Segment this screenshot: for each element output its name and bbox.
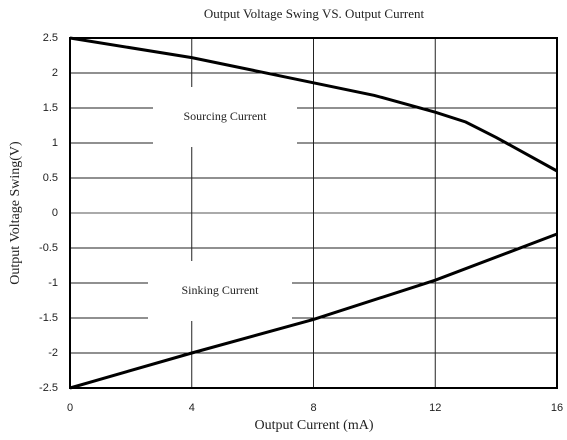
y-tick-label: 0.5 (43, 172, 58, 184)
x-tick-label: 0 (67, 402, 73, 414)
annotation-background (153, 87, 297, 147)
y-tick-label: 2.5 (43, 32, 58, 44)
y-axis-label: Output Voltage Swing(V) (8, 141, 23, 285)
y-tick-label: 0 (52, 207, 58, 219)
x-axis-label: Output Current (mA) (255, 418, 374, 433)
plot-border (69, 37, 558, 389)
x-tick-label: 8 (310, 402, 316, 414)
x-tick-label: 4 (189, 402, 195, 414)
y-tick-label: -2 (48, 347, 58, 359)
x-tick-label: 16 (551, 402, 563, 414)
y-tick-label: 1 (52, 137, 58, 149)
annotation: Sourcing Current (184, 109, 268, 123)
series-line (69, 232, 558, 390)
x-tick-label: 12 (429, 402, 441, 414)
y-tick-label: 2 (52, 67, 58, 79)
chart-title: Output Voltage Swing VS. Output Current (204, 6, 425, 21)
y-tick-label: -0.5 (39, 242, 58, 254)
series-line (69, 36, 558, 173)
y-tick-label: -1 (48, 277, 58, 289)
y-tick-label: 1.5 (43, 102, 58, 114)
y-tick-label: -1.5 (39, 312, 58, 324)
y-tick-label: -2.5 (39, 382, 58, 394)
annotation: Sinking Current (182, 283, 260, 297)
annotation-background (148, 261, 292, 321)
